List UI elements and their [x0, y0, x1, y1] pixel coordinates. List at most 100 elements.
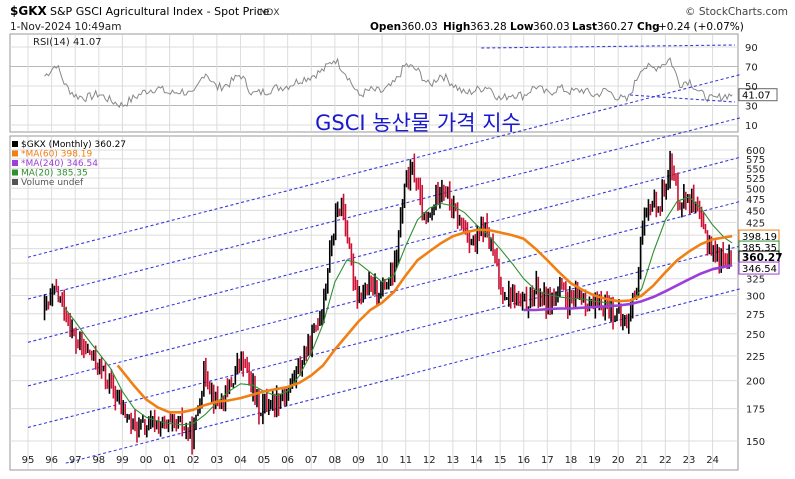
legend-entry: $GKX (Monthly) 360.27	[21, 140, 126, 150]
year-tick-label: 16	[517, 455, 530, 466]
rsi-legend: RSI(14) 41.07	[33, 37, 102, 48]
rsi-line	[44, 57, 733, 109]
year-tick-label: 12	[423, 455, 436, 466]
price-value-tag-label: 346.54	[742, 264, 777, 275]
channel-line	[27, 117, 742, 300]
year-tick-label: 17	[541, 455, 554, 466]
open-value: 360.03	[401, 21, 438, 33]
year-tick-label: 14	[470, 455, 483, 466]
legend-entry: *MA(60) 398.19	[21, 150, 93, 160]
legend-swatch	[12, 160, 18, 166]
ma240-line	[523, 263, 733, 312]
price-tick-label: 225	[746, 352, 765, 363]
overlay-title: GSCI 농산물 가격 지수	[315, 111, 521, 135]
year-tick-label: 08	[329, 455, 342, 466]
price-tick-label: 500	[746, 184, 765, 195]
price-tick-label: 475	[746, 195, 765, 206]
year-tick-label: 99	[116, 455, 129, 466]
price-tick-label: 175	[746, 405, 765, 416]
ma60-line	[116, 228, 733, 414]
price-tick-labels: 1501752002252502753003253503754004254504…	[746, 146, 765, 448]
legend-entry: *MA(240) 346.54	[21, 159, 98, 169]
rsi-panel-frame	[9, 33, 739, 133]
price-tick-label: 525	[746, 174, 765, 185]
rsi-tick-label: 90	[745, 43, 758, 54]
year-tick-label: 10	[376, 455, 389, 466]
year-tick-label: 03	[210, 455, 223, 466]
year-tick-label: 20	[612, 455, 625, 466]
year-tick-labels: 95 96 97 98 99 00 01 02 03 04 05 06 07 08 09 10 11 12 13 14…	[22, 455, 719, 466]
price-tick-label: 550	[746, 164, 765, 175]
year-tick-label: 18	[565, 455, 578, 466]
year-tick-label: 19	[588, 455, 601, 466]
legend-swatch	[12, 169, 18, 176]
price-tick-label: 250	[746, 330, 765, 341]
rsi-tick-label: 50	[745, 82, 758, 93]
channel-line	[27, 245, 742, 428]
ma20-line	[62, 196, 733, 426]
rsi-tag-label: 41.07	[742, 91, 771, 102]
channel-line-extension	[481, 44, 736, 49]
year-tick-label: 09	[352, 455, 365, 466]
year-tick-label: 97	[69, 455, 82, 466]
year-tick-label: 00	[140, 455, 153, 466]
change-label: Chg	[637, 21, 660, 33]
last-value: 360.27	[597, 21, 634, 33]
exchange-code: INDX	[257, 8, 279, 18]
rsi-tick-label: 10	[745, 121, 758, 132]
legend-entry: Volume undef	[21, 178, 84, 188]
channel-line	[27, 200, 742, 387]
channel-line	[27, 156, 742, 343]
year-tick-label: 95	[22, 455, 35, 466]
price-legend: $GKX (Monthly) 360.27*MA(60) 398.19*MA(2…	[12, 140, 126, 188]
stockcharts-watermark: © StockCharts.com	[685, 6, 788, 18]
change-value: +0.24 (+0.07%)	[658, 21, 744, 33]
legend-swatch	[12, 150, 18, 157]
price-tick-label: 425	[746, 218, 765, 229]
open-label: Open	[370, 21, 401, 33]
year-tick-label: 07	[305, 455, 318, 466]
rsi-grid	[10, 35, 738, 131]
low-label: Low	[510, 21, 534, 33]
price-value-tag-label: 385.35	[742, 243, 777, 254]
high-value: 363.28	[470, 21, 507, 33]
legend-swatch	[12, 179, 18, 185]
year-tick-label: 98	[92, 455, 105, 466]
quote-summary: Open 360.03 High 363.28 Low 360.03 Last …	[370, 21, 744, 33]
price-tick-label: 325	[746, 275, 765, 286]
year-tick-label: 11	[399, 455, 412, 466]
rsi-tick-label: 30	[745, 102, 758, 113]
price-value-tag-label: 360.27	[742, 252, 783, 264]
price-tick-label: 600	[746, 146, 765, 157]
legend-swatch	[12, 141, 18, 147]
ticker-symbol: $GKX	[10, 4, 47, 18]
year-tick-label: 13	[447, 455, 460, 466]
price-value-tag-label: 398.19	[742, 232, 777, 243]
year-tick-label: 23	[683, 455, 696, 466]
price-tick-label: 150	[746, 437, 765, 448]
price-tick-label: 575	[746, 155, 765, 166]
rsi-tag-box	[738, 88, 778, 102]
rsi-value-tag: 41.07	[738, 88, 778, 102]
last-label: Last	[572, 21, 597, 33]
moving-averages	[62, 196, 733, 426]
price-tick-label: 450	[746, 206, 765, 217]
price-tick-label: 275	[746, 310, 765, 321]
year-tick-label: 02	[187, 455, 200, 466]
year-tick-label: 04	[234, 455, 247, 466]
rsi-series	[44, 57, 733, 109]
price-panel-frame	[9, 135, 739, 471]
trend-channels	[27, 44, 742, 464]
index-name: S&P GSCI Agricultural Index - Spot Price	[50, 5, 270, 18]
quote-date: 1-Nov-2024 10:49am	[10, 21, 121, 33]
rsi-tick-label: 70	[745, 63, 758, 74]
year-tick-label: 24	[706, 455, 719, 466]
legend-entry: MA(20) 385.35	[21, 169, 88, 179]
price-bars	[43, 150, 732, 455]
year-tick-label: 05	[258, 455, 271, 466]
year-tick-label: 21	[635, 455, 648, 466]
year-tick-label: 15	[494, 455, 507, 466]
year-tick-label: 01	[163, 455, 176, 466]
